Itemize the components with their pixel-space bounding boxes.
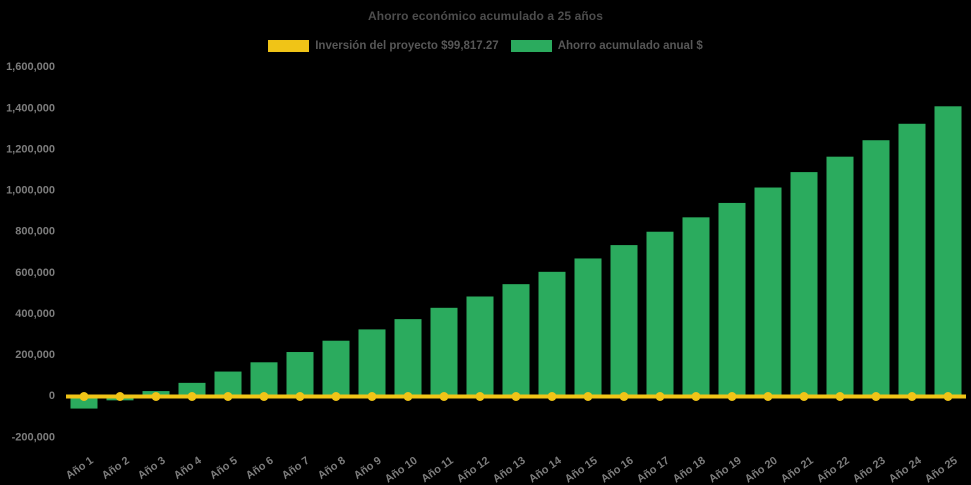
legend-item-inversion: Inversión del proyecto $99,817.27 [268,40,499,52]
investment-line-marker-year-23 [871,392,881,401]
investment-line-marker-year-16 [619,392,629,401]
x-tick-label-year-16: Año 16 [599,455,636,485]
investment-line-marker-year-20 [763,392,773,401]
legend-label-inversion: Inversión del proyecto $99,817.27 [315,40,499,52]
chart-title: Ahorro económico acumulado a 25 años [368,9,603,23]
bar-year-14 [538,271,566,396]
x-tick-label-year-18: Año 18 [671,455,708,485]
investment-line-marker-year-12 [475,392,485,401]
x-tick-label-year-6: Año 6 [244,455,276,482]
legend: Inversión del proyecto $99,817.27 Ahorro… [0,40,971,52]
x-tick-label-year-23: Año 23 [851,455,888,485]
bar-year-9 [358,329,386,396]
x-tick-label-year-1: Año 1 [64,455,96,482]
x-tick-label-year-13: Año 13 [491,455,528,485]
y-tick-label: 1,600,000 [6,61,55,73]
bar-year-21 [790,172,818,396]
x-tick-label-year-7: Año 7 [280,455,312,482]
investment-line-marker-year-7 [295,392,305,401]
investment-line-marker-year-25 [943,392,953,401]
x-tick-label-year-25: Año 25 [923,455,960,485]
investment-line-marker-year-8 [331,392,341,401]
investment-line-marker-year-22 [835,392,845,401]
investment-line-marker-year-9 [367,392,377,401]
bar-year-15 [574,258,602,396]
bar-year-8 [322,340,350,396]
bar-year-1 [70,395,98,409]
x-tick-label-year-3: Año 3 [136,455,168,482]
bar-year-7 [286,352,314,396]
y-tick-label: 1,400,000 [6,102,55,114]
bar-year-17 [646,231,674,396]
investment-line-marker-year-3 [151,392,161,401]
legend-item-ahorro: Ahorro acumulado anual $ [510,40,703,52]
investment-line-marker-year-24 [907,392,917,401]
x-tick-label-year-10: Año 10 [383,455,420,485]
y-tick-label: -200,000 [12,431,55,443]
x-tick-label-year-21: Año 21 [779,455,816,485]
y-tick-label: 1,000,000 [6,185,55,197]
investment-line-marker-year-19 [727,392,737,401]
legend-swatch-ahorro-icon [510,40,552,52]
investment-line-marker-year-1 [79,392,89,401]
bar-year-6 [250,362,278,396]
bar-year-25 [934,106,962,396]
x-tick-label-year-8: Año 8 [316,455,348,482]
x-tick-label-year-24: Año 24 [887,454,925,485]
legend-swatch-inversion-icon [268,40,310,52]
y-tick-label: 200,000 [15,349,55,361]
investment-line-marker-year-13 [511,392,521,401]
bar-year-19 [718,202,746,396]
investment-line-marker-year-4 [187,392,197,401]
bar-year-5 [214,371,242,396]
x-tick-label-year-4: Año 4 [172,454,205,482]
bar-year-13 [502,284,530,396]
investment-line-marker-year-15 [583,392,593,401]
x-tick-label-year-2: Año 2 [100,455,132,482]
y-tick-label: 0 [49,390,55,402]
investment-line-marker-year-5 [223,392,233,401]
x-tick-label-year-22: Año 22 [815,455,852,485]
x-tick-label-year-17: Año 17 [635,455,672,485]
legend-label-ahorro: Ahorro acumulado anual $ [557,40,703,52]
x-tick-label-year-5: Año 5 [208,455,240,482]
bar-year-20 [754,187,782,396]
bar-year-4 [178,382,206,396]
investment-line-marker-year-18 [691,392,701,401]
investment-line-marker-year-2 [115,392,125,401]
investment-line-marker-year-11 [439,392,449,401]
x-tick-label-year-12: Año 12 [455,455,492,485]
y-tick-label: 1,200,000 [6,143,55,155]
x-tick-label-year-9: Año 9 [352,455,384,482]
x-tick-label-year-11: Año 11 [419,455,455,485]
y-tick-label: 800,000 [15,226,55,238]
bar-year-18 [682,217,710,396]
x-tick-label-year-14: Año 14 [527,454,565,485]
bar-year-11 [430,307,458,396]
y-tick-label: 400,000 [15,308,55,320]
bar-year-23 [862,140,890,396]
bar-year-12 [466,296,494,396]
investment-line-marker-year-10 [403,392,413,401]
x-tick-label-year-15: Año 15 [563,455,600,485]
bar-year-10 [394,319,422,396]
bar-year-22 [826,156,854,396]
y-tick-label: 600,000 [15,267,55,279]
investment-line-marker-year-21 [799,392,809,401]
investment-line-marker-year-17 [655,392,665,401]
bar-year-16 [610,245,638,396]
x-tick-label-year-20: Año 20 [743,455,780,485]
bar-year-24 [898,123,926,396]
investment-line-marker-year-6 [259,392,269,401]
investment-line-marker-year-14 [547,392,557,401]
x-tick-label-year-19: Año 19 [707,455,744,485]
